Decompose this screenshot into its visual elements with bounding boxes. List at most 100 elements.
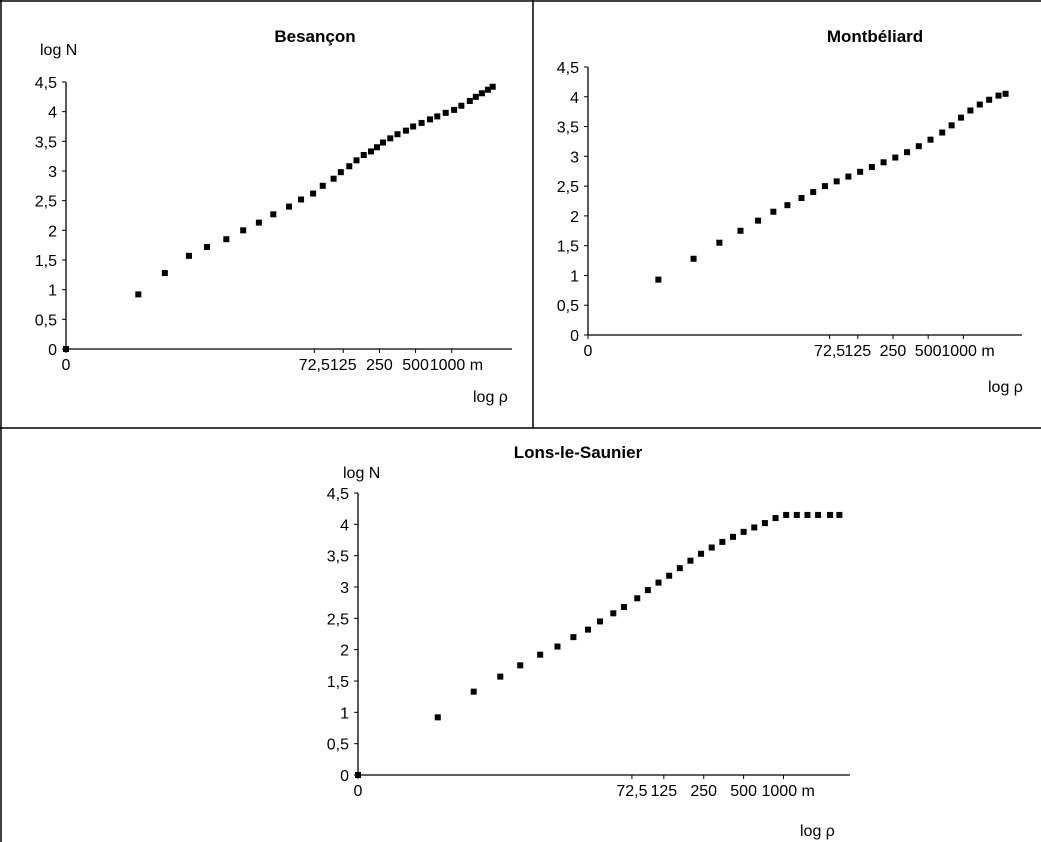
data-point — [815, 511, 822, 518]
data-point — [185, 252, 192, 259]
x-axis-label: log ρ — [988, 379, 1023, 396]
y-tick-label: 4,5 — [35, 75, 57, 92]
data-point — [770, 208, 777, 215]
data-point — [554, 643, 561, 650]
x-tick-label: 500 — [915, 343, 942, 360]
data-point — [458, 102, 465, 109]
data-point — [497, 673, 504, 680]
data-point — [833, 178, 840, 185]
data-point — [367, 148, 374, 155]
data-point — [676, 565, 683, 572]
data-point — [644, 587, 651, 594]
data-point — [729, 533, 736, 540]
x-tick-label: 250 — [366, 357, 393, 374]
data-point — [708, 544, 715, 551]
data-point — [373, 144, 380, 151]
data-point — [472, 93, 479, 100]
data-point — [570, 634, 577, 641]
data-point — [466, 97, 473, 104]
data-point — [286, 203, 292, 210]
x-tick-label: 72,5 — [616, 783, 647, 800]
data-point — [755, 217, 762, 224]
data-point — [240, 227, 247, 234]
data-point — [995, 92, 1002, 99]
x-tick-label: 250 — [880, 343, 907, 360]
data-point — [784, 202, 791, 209]
data-point — [798, 195, 805, 202]
data-point — [585, 626, 592, 633]
y-axis-label: log N — [40, 42, 77, 59]
data-point — [597, 618, 604, 625]
y-tick-label: 1,5 — [557, 239, 579, 256]
x-tick-label: 125 — [844, 343, 871, 360]
data-point — [687, 557, 694, 564]
y-tick-label: 1 — [570, 268, 579, 285]
data-point — [298, 196, 305, 203]
chart-title: Besançon — [274, 27, 355, 46]
data-point — [270, 211, 277, 218]
y-tick-label: 0,5 — [557, 298, 579, 315]
y-tick-label: 4 — [340, 517, 349, 534]
data-point — [845, 173, 852, 180]
y-tick-label: 4,5 — [327, 486, 349, 503]
data-point — [360, 151, 367, 158]
data-point — [783, 511, 790, 518]
data-point — [690, 255, 697, 262]
y-tick-label: 3,5 — [35, 134, 57, 151]
chart-title: Montbéliard — [827, 27, 923, 46]
data-point — [868, 164, 875, 171]
x-tick-label: 500 — [730, 783, 757, 800]
y-tick-label: 2 — [340, 643, 349, 660]
y-tick-label: 4 — [570, 90, 579, 107]
y-tick-label: 3 — [48, 164, 57, 181]
data-point — [135, 291, 142, 298]
data-point — [337, 169, 344, 176]
y-tick-label: 2 — [48, 223, 57, 240]
y-tick-label: 2,5 — [557, 179, 579, 196]
x-tick-label: 500 — [402, 357, 429, 374]
data-point — [402, 127, 409, 134]
x-tick-label: 250 — [690, 783, 717, 800]
data-point — [915, 143, 922, 150]
data-point — [772, 515, 779, 522]
data-point — [310, 190, 317, 197]
x-axis-label: log ρ — [800, 823, 835, 840]
y-tick-label: 1 — [340, 705, 349, 722]
x-tick-label: 1000 m — [430, 357, 483, 374]
x-tick-label: 0 — [62, 357, 71, 374]
data-point — [380, 139, 387, 146]
x-tick-label: 125 — [330, 357, 357, 374]
data-point — [976, 101, 983, 108]
data-point — [517, 662, 524, 669]
data-point — [827, 511, 834, 518]
data-point — [634, 595, 641, 602]
data-point — [355, 772, 361, 778]
data-point — [948, 122, 955, 129]
y-tick-label: 0 — [48, 342, 57, 359]
y-tick-label: 2 — [570, 209, 579, 226]
y-tick-label: 1,5 — [35, 253, 57, 270]
data-point — [346, 163, 353, 170]
y-tick-label: 1,5 — [327, 674, 349, 691]
y-tick-label: 3 — [340, 580, 349, 597]
x-tick-label: 1000 m — [762, 783, 815, 800]
x-tick-label: 0 — [354, 783, 363, 800]
y-tick-label: 0 — [340, 768, 349, 785]
data-point — [410, 123, 417, 130]
data-point — [836, 511, 843, 518]
y-tick-label: 3,5 — [557, 120, 579, 137]
y-tick-label: 3,5 — [327, 549, 349, 566]
x-tick-label: 72,5 — [814, 343, 845, 360]
data-point — [427, 116, 434, 123]
data-point — [821, 183, 828, 190]
data-point — [434, 714, 441, 721]
data-point — [892, 154, 899, 161]
data-point — [655, 276, 662, 283]
y-tick-label: 0,5 — [35, 312, 57, 329]
x-tick-label: 0 — [584, 343, 593, 360]
chart-panel-lons-le-saunier: Lons-le-Saunier log N log ρ 0 0,5 1 1,5 2 2,5… — [327, 443, 850, 840]
y-tick-label: 1 — [48, 283, 57, 300]
data-point — [387, 135, 394, 142]
x-tick-label: 125 — [650, 783, 677, 800]
